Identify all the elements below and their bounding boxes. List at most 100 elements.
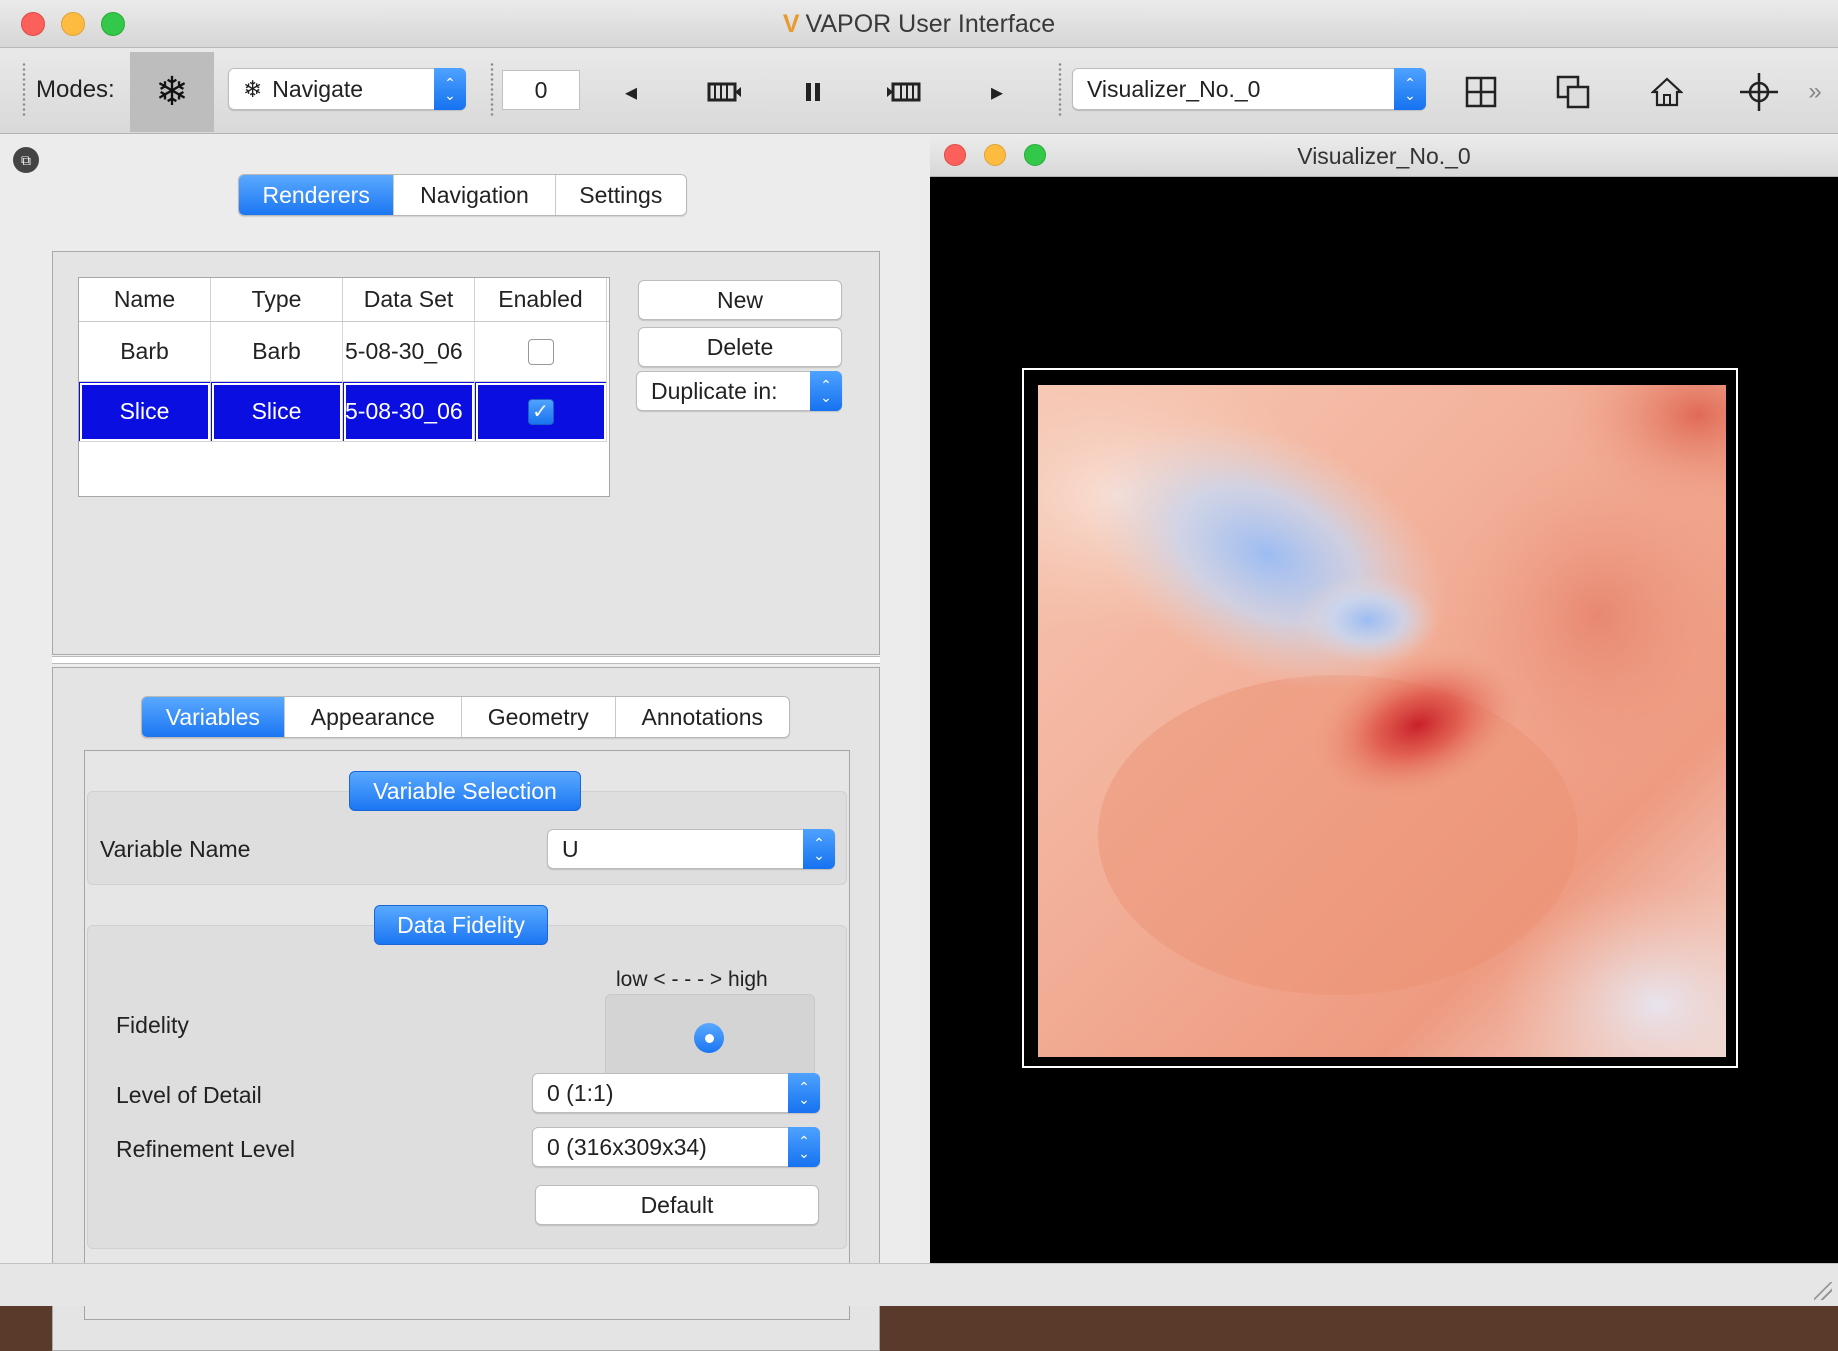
- table-row[interactable]: Barb Barb 5-08-30_06: [79, 322, 609, 382]
- home-view-button[interactable]: [1642, 72, 1692, 112]
- tile-windows-button[interactable]: [1456, 72, 1506, 112]
- home-icon: [1651, 77, 1683, 107]
- default-fidelity-button[interactable]: Default: [535, 1185, 819, 1225]
- play-forward-button[interactable]: [880, 72, 930, 112]
- column-header-name[interactable]: Name: [79, 278, 211, 321]
- toolbar-grip[interactable]: [22, 62, 26, 118]
- tab-renderers[interactable]: Renderers: [239, 175, 395, 215]
- toolbar-overflow-button[interactable]: »: [1800, 72, 1830, 112]
- level-of-detail-value: 0 (1:1): [547, 1079, 614, 1106]
- visualizer-titlebar: Visualizer_No._0: [930, 135, 1838, 177]
- close-visualizer-button[interactable]: [944, 144, 966, 166]
- step-forward-button[interactable]: ▸: [972, 72, 1022, 112]
- toolbar-grip[interactable]: [490, 62, 494, 118]
- cell-enabled[interactable]: ✓: [475, 382, 607, 442]
- radio-dot-icon: [704, 1033, 714, 1043]
- cascade-windows-button[interactable]: [1548, 72, 1598, 112]
- step-back-button[interactable]: ◂: [606, 72, 656, 112]
- splitter-handle[interactable]: [52, 656, 880, 664]
- renderers-table: Name Type Data Set Enabled Barb Barb 5-0…: [78, 277, 610, 497]
- center-view-button[interactable]: [1734, 72, 1784, 112]
- window-title-text: VAPOR User Interface: [805, 10, 1056, 38]
- tab-settings[interactable]: Settings: [579, 181, 663, 208]
- zoom-visualizer-button[interactable]: [1024, 144, 1046, 166]
- tab-annotations[interactable]: Annotations: [641, 703, 764, 730]
- refinement-level-label: Refinement Level: [116, 1136, 295, 1162]
- navigate-mode-icon-button[interactable]: ❄: [130, 52, 214, 132]
- more-icon: »: [1808, 78, 1822, 105]
- select-arrows-icon: ⌃ ⌄: [1394, 68, 1426, 110]
- vapor-logo-icon: V: [782, 10, 800, 38]
- minimize-window-button[interactable]: [61, 12, 85, 36]
- domain-bounding-box: [1022, 368, 1738, 1068]
- visualizer-title: Visualizer_No._0: [1297, 143, 1471, 169]
- variable-name-select[interactable]: U ⌃ ⌄: [547, 829, 835, 869]
- duplicate-in-select[interactable]: Duplicate in: ⌃ ⌄: [636, 371, 842, 411]
- close-window-button[interactable]: [21, 12, 45, 36]
- renderer-control-panel: ⧉ Renderers Navigation Settings Name Typ…: [0, 135, 928, 1351]
- undock-panel-button[interactable]: ⧉: [13, 147, 39, 173]
- step-back-icon: ◂: [624, 78, 638, 106]
- column-header-type[interactable]: Type: [211, 278, 343, 321]
- fidelity-radio-button[interactable]: [694, 1023, 724, 1053]
- status-bar: [0, 1263, 1838, 1306]
- slice-render-canvas[interactable]: [1038, 385, 1726, 1057]
- pause-button[interactable]: [788, 72, 838, 112]
- column-header-enabled[interactable]: Enabled: [475, 278, 607, 321]
- delete-renderer-button[interactable]: Delete: [638, 327, 842, 367]
- play-backward-icon: [707, 82, 741, 102]
- duplicate-in-label: Duplicate in:: [651, 377, 778, 404]
- tab-appearance[interactable]: Appearance: [285, 697, 463, 737]
- crosshair-icon: [1740, 73, 1778, 111]
- main-toolbar: Modes: ❄ ❄ Navigate ⌃ ⌄ 0 ◂ ▸ Visualizer_N…: [0, 48, 1838, 134]
- snowflake-icon: ❄: [155, 70, 189, 114]
- pause-icon: [806, 83, 820, 101]
- variable-selection-header: Variable Selection: [349, 771, 581, 811]
- tab-navigation[interactable]: Navigation: [394, 175, 556, 215]
- renderers-group: Name Type Data Set Enabled Barb Barb 5-0…: [52, 251, 880, 655]
- grid-icon: [1465, 76, 1497, 108]
- cascade-icon: [1556, 75, 1590, 109]
- top-tab-bar: Renderers Navigation Settings: [238, 174, 687, 216]
- cell-enabled[interactable]: [475, 322, 607, 382]
- select-arrows-icon: ⌃ ⌄: [434, 68, 466, 110]
- play-forward-icon: [887, 82, 921, 102]
- toolbar-grip[interactable]: [1058, 62, 1062, 118]
- cell-type[interactable]: Barb: [211, 322, 343, 382]
- visualizer-window: Visualizer_No._0: [930, 135, 1838, 1263]
- play-backward-button[interactable]: [698, 72, 748, 112]
- cell-dataset[interactable]: 5-08-30_06: [343, 322, 475, 382]
- column-header-dataset[interactable]: Data Set: [343, 278, 475, 321]
- enabled-checkbox[interactable]: [527, 338, 554, 365]
- select-arrows-icon: ⌃ ⌄: [803, 829, 835, 869]
- cell-type[interactable]: Slice: [211, 382, 343, 442]
- mode-select-value: Navigate: [272, 75, 364, 102]
- snowflake-icon: ❄: [243, 75, 263, 102]
- cell-dataset[interactable]: 5-08-30_06: [343, 382, 475, 442]
- table-row-selected[interactable]: Slice Slice 5-08-30_06 ✓: [79, 382, 609, 442]
- cell-name[interactable]: Barb: [79, 322, 211, 382]
- variable-name-value: U: [562, 835, 579, 862]
- renderer-subtab-bar: Variables Appearance Geometry Annotation…: [141, 696, 790, 738]
- enabled-checkbox-checked[interactable]: ✓: [527, 398, 554, 425]
- variables-tab-content: Variable Name U ⌃ ⌄ Variable Selection lo…: [84, 750, 850, 1320]
- cell-name[interactable]: Slice: [79, 382, 211, 442]
- tab-geometry[interactable]: Geometry: [462, 697, 616, 737]
- level-of-detail-label: Level of Detail: [116, 1082, 262, 1108]
- minimize-visualizer-button[interactable]: [984, 144, 1006, 166]
- fidelity-scale-label: low < - - - > high: [616, 968, 768, 991]
- refinement-level-select[interactable]: 0 (316x309x34) ⌃ ⌄: [532, 1127, 820, 1167]
- data-fidelity-header: Data Fidelity: [374, 905, 548, 945]
- window-titlebar: V VAPOR User Interface: [0, 0, 1838, 48]
- step-forward-icon: ▸: [990, 78, 1004, 106]
- level-of-detail-select[interactable]: 0 (1:1) ⌃ ⌄: [532, 1073, 820, 1113]
- mode-select[interactable]: ❄ Navigate ⌃ ⌄: [228, 68, 466, 110]
- resize-grip-icon[interactable]: [1814, 1282, 1832, 1300]
- timestep-input[interactable]: 0: [502, 70, 580, 110]
- new-renderer-button[interactable]: New: [638, 280, 842, 320]
- zoom-window-button[interactable]: [101, 12, 125, 36]
- tab-variables[interactable]: Variables: [142, 697, 285, 737]
- visualizer-select[interactable]: Visualizer_No._0 ⌃ ⌄: [1072, 68, 1426, 110]
- undock-icon: ⧉: [21, 151, 31, 168]
- select-arrows-icon: ⌃ ⌄: [810, 371, 842, 411]
